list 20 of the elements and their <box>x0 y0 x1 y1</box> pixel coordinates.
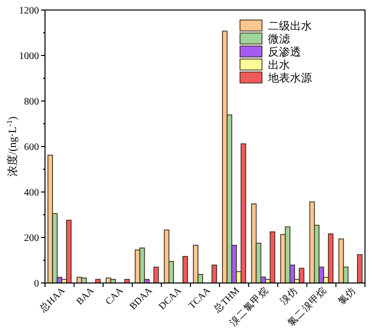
x-tick-label: 溴仿 <box>277 284 300 308</box>
legend-label: 地表水源 <box>267 72 312 84</box>
y-tick-label: 1000 <box>19 51 39 62</box>
y-tick-label: 0 <box>34 278 39 290</box>
y-tick-label: 200 <box>24 233 39 244</box>
x-tick-label: 氯仿 <box>336 284 358 308</box>
legend-label: 反渗透 <box>268 46 301 58</box>
y-tick-label: 400 <box>24 188 39 198</box>
bar <box>357 254 362 284</box>
bar <box>153 266 159 284</box>
bar <box>182 256 188 284</box>
y-tick-label: 1200 <box>19 6 39 16</box>
bar <box>212 264 218 284</box>
legend-label: 二级出水 <box>268 20 312 32</box>
legend-label: 微滤 <box>268 32 290 46</box>
bar <box>328 233 334 284</box>
y-tick-label: 800 <box>24 96 39 108</box>
y-tick-label: 600 <box>24 142 39 153</box>
legend-label: 出水 <box>268 58 290 72</box>
x-tick-label: CAA <box>104 286 126 308</box>
